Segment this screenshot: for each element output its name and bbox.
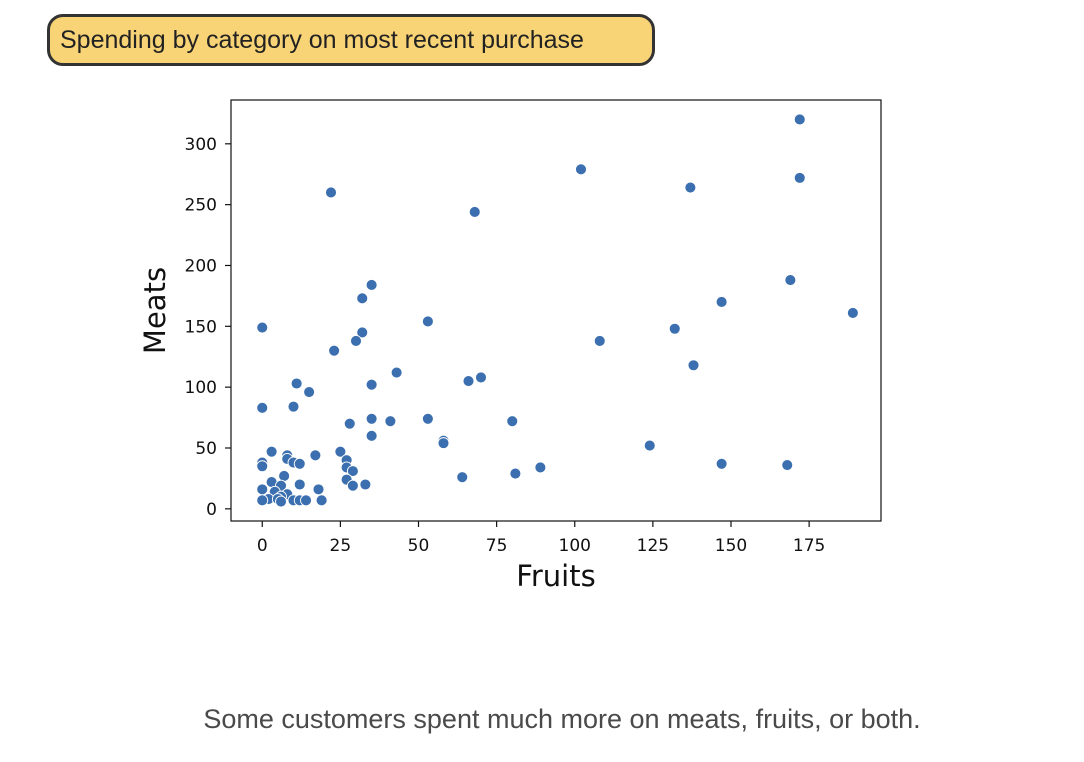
data-point [365,378,378,391]
x-tick-label: 25 [330,536,352,556]
data-point [346,479,359,492]
data-point [256,321,269,334]
data-point [575,163,587,176]
y-tick-label: 300 [185,135,217,155]
data-point [534,461,547,474]
data-point [256,460,269,473]
data-point [334,445,347,458]
data-point [256,494,269,507]
data-point [421,315,434,328]
data-point [343,417,356,430]
data-point [365,429,378,442]
y-tick-label: 50 [195,439,217,459]
y-axis-label: Meats [138,267,172,354]
data-point [275,495,287,508]
data-point [365,278,378,291]
scatter-chart: 0 25 50 75 100 125 150 175 0 50 100 150 200 250 300 F… [138,99,882,593]
x-tick-label: 125 [637,536,669,556]
data-point [359,478,372,491]
x-tick-label: 0 [257,536,268,556]
data-point [509,467,522,480]
y-tick-label: 250 [185,196,217,216]
data-point [784,274,797,287]
data-point [287,400,300,413]
chart-caption: Some customers spent much more on meats,… [203,704,921,734]
data-point [781,459,794,471]
data-point [390,366,403,379]
y-tick-label: 100 [185,378,217,398]
data-point [846,306,859,319]
x-axis-label: Fruits [516,559,595,593]
scatter-plot-svg: 0 25 50 75 100 125 150 175 0 50 100 150 200 250 300 F… [138,99,882,593]
data-point [421,412,434,425]
data-point [462,375,475,388]
data-point [256,483,269,496]
data-point [328,344,341,357]
data-point [315,494,328,507]
data-point [325,186,337,199]
data-point [437,437,450,450]
y-tick-label: 0 [206,500,217,520]
data-point [293,457,306,470]
chart-title-badge: Spending by category on most recent purc… [47,14,655,66]
data-point [300,494,312,507]
data-point [303,386,316,398]
data-point [384,415,397,428]
data-point [309,449,322,462]
x-tick-label: 175 [793,536,825,556]
x-tick-label: 75 [486,536,508,556]
data-point [668,322,681,335]
y-tick-label: 150 [185,317,217,337]
data-point [468,205,481,218]
scatter-points [256,113,859,508]
data-point [793,113,806,126]
data-point [687,359,700,372]
data-point [684,181,697,194]
data-point [356,292,369,305]
data-point [356,326,369,339]
y-axis-ticks: 0 50 100 150 200 250 300 [185,135,231,520]
data-point [312,483,325,496]
data-point [593,334,606,347]
data-point [256,401,269,414]
data-point [715,457,728,470]
data-point [475,371,487,384]
data-point [293,478,306,491]
x-axis-ticks: 0 25 50 75 100 125 150 175 [257,521,825,556]
x-tick-label: 50 [408,536,430,556]
data-point [365,412,378,425]
data-point [346,465,359,478]
data-point [290,377,303,390]
data-point [456,471,469,484]
data-point [350,334,362,347]
plot-frame [230,99,882,522]
data-point [793,171,806,184]
y-tick-label: 200 [185,256,217,276]
x-tick-label: 100 [559,536,591,556]
data-point [715,296,728,308]
data-point [506,415,519,428]
data-point [643,439,656,452]
x-tick-label: 150 [715,536,747,556]
data-point [265,445,278,458]
